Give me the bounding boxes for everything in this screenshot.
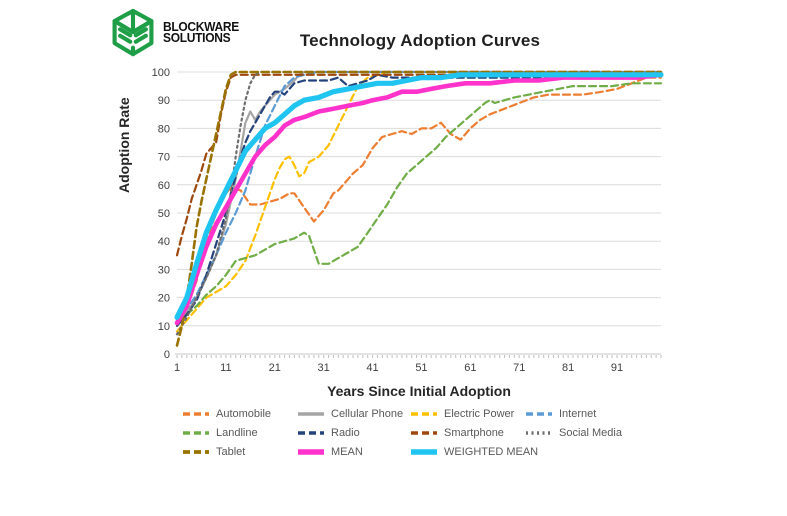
legend-item-landline: Landline	[182, 426, 258, 440]
series-line-landline	[175, 82, 663, 322]
y-tick-label: 50	[158, 208, 170, 220]
blockware-logo: BLOCKWARE SOLUTIONS	[110, 8, 239, 58]
y-tick-label: 70	[158, 152, 170, 164]
legend-item-radio: Radio	[297, 426, 360, 440]
x-tick-label: 51	[415, 362, 427, 374]
series-line-mean	[174, 72, 664, 326]
logo-line2: SOLUTIONS	[163, 30, 231, 46]
x-tick-label: 11	[220, 362, 231, 374]
series-line-automobile	[175, 76, 663, 327]
legend-swatch-social-media	[526, 431, 552, 435]
legend-item-automobile: Automobile	[182, 407, 271, 421]
logo-line1: BLOCKWARE	[163, 19, 239, 35]
legend-swatch-cellular-phone	[298, 412, 324, 416]
legend-swatch-weighted-mean	[411, 449, 437, 455]
x-tick-label: 81	[562, 362, 574, 374]
y-tick-label: 10	[158, 321, 170, 333]
legend-label-cellular-phone: Cellular Phone	[331, 408, 404, 420]
x-tick-label: 91	[611, 362, 623, 374]
legend-label-smartphone: Smartphone	[444, 427, 504, 439]
series-line-smartphone	[175, 73, 663, 257]
legend-label-radio: Radio	[331, 427, 360, 439]
y-tick-label: 40	[158, 236, 170, 248]
x-axis-title: Years Since Initial Adoption	[327, 383, 511, 399]
y-tick-label: 60	[158, 180, 170, 192]
y-tick-label: 100	[152, 67, 170, 79]
legend-label-social-media: Social Media	[559, 427, 622, 439]
legend-swatch-electric-power	[411, 412, 437, 416]
legend-swatch-automobile	[183, 412, 209, 416]
legend-swatch-mean	[298, 449, 324, 455]
legend-label-automobile: Automobile	[216, 408, 272, 420]
x-tick-label: 21	[269, 362, 281, 374]
series-line-cellular-phone	[175, 70, 663, 325]
legend-swatch-tablet	[183, 450, 209, 454]
legend-label-tablet: Tablet	[216, 446, 246, 458]
series-line-weighted-mean	[174, 72, 664, 320]
x-tick-label: 31	[318, 362, 330, 374]
legend-label-mean: MEAN	[331, 446, 363, 458]
legend-swatch-internet	[526, 412, 552, 416]
legend-label-electric-power: Electric Power	[444, 408, 515, 420]
legend-swatch-radio	[298, 431, 324, 435]
legend-swatch-landline	[183, 431, 209, 435]
x-tick-label: 41	[366, 362, 378, 374]
logo-wordmark: BLOCKWARE SOLUTIONS	[163, 19, 239, 46]
series-line-electric-power	[175, 70, 663, 333]
y-tick-label: 90	[158, 95, 170, 107]
y-tick-label: 80	[158, 123, 170, 135]
legend-label-landline: Landline	[216, 427, 258, 439]
chart-title: Technology Adoption Curves	[299, 31, 541, 50]
legend-item-internet: Internet	[525, 407, 596, 421]
y-tick-label: 20	[158, 293, 170, 305]
y-tick-label: 30	[158, 264, 170, 276]
legend-swatch-smartphone	[411, 431, 437, 435]
legend-label-internet: Internet	[559, 408, 597, 420]
blockware-cube-icon	[112, 8, 154, 57]
legend-item-social-media: Social Media	[525, 426, 622, 440]
y-tick-label: 0	[164, 349, 170, 361]
legend-item-mean: MEAN	[297, 445, 363, 459]
x-tick-label: 61	[464, 362, 476, 374]
legend-label-weighted-mean: WEIGHTED MEAN	[444, 446, 539, 458]
x-tick-label: 71	[513, 362, 525, 374]
legend-item-smartphone: Smartphone	[410, 426, 504, 440]
series-line-internet	[175, 70, 663, 322]
x-tick-label: 1	[174, 362, 180, 374]
legend-item-cellular-phone: Cellular Phone	[297, 407, 403, 421]
legend-item-weighted-mean: WEIGHTED MEAN	[410, 445, 538, 459]
legend-item-electric-power: Electric Power	[410, 407, 514, 421]
legend-item-tablet: Tablet	[182, 445, 245, 459]
